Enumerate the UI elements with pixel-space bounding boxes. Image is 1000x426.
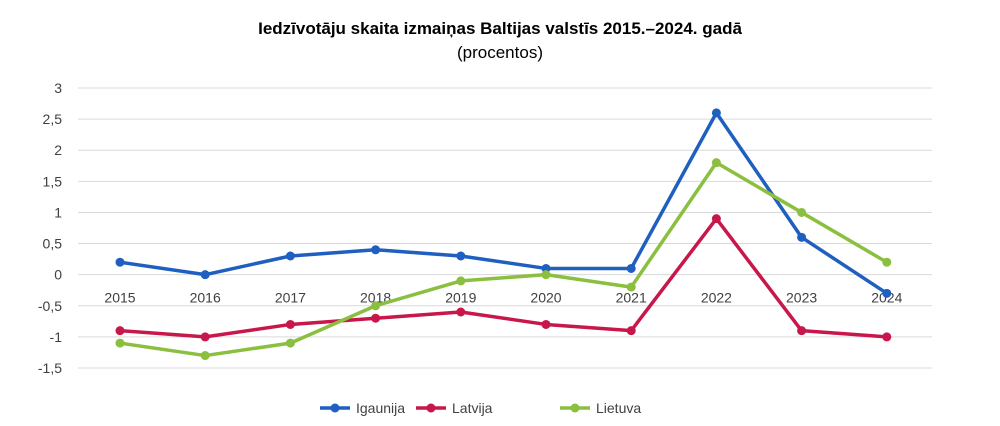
series-lines xyxy=(115,108,892,361)
legend-item-igaunija: Igaunija xyxy=(320,400,405,416)
chart-title: Iedzīvotāju skaita izmaiņas Baltijas val… xyxy=(258,19,742,38)
x-tick-label: 2023 xyxy=(786,290,817,306)
series-lietuva xyxy=(115,158,892,361)
x-axis-tick-labels: 2015201620172018201920202021202220232024 xyxy=(104,290,902,306)
data-point-lietuva xyxy=(285,338,295,348)
data-point-latvija xyxy=(200,332,210,342)
gridlines xyxy=(78,87,932,369)
data-point-latvija xyxy=(541,319,551,329)
legend-item-latvija: Latvija xyxy=(416,400,493,416)
y-tick-label: 3 xyxy=(54,80,62,96)
y-tick-label: -1 xyxy=(50,329,63,345)
data-point-igaunija xyxy=(285,251,295,261)
data-point-lietuva xyxy=(882,257,892,267)
data-point-latvija xyxy=(797,326,807,336)
series-line-latvija xyxy=(119,216,887,339)
legend-label: Latvija xyxy=(452,400,493,416)
y-tick-label: -1,5 xyxy=(38,360,62,376)
data-point-lietuva xyxy=(200,351,210,361)
legend-item-lietuva: Lietuva xyxy=(560,400,641,416)
x-tick-label: 2017 xyxy=(275,290,306,306)
data-point-igaunija xyxy=(541,263,551,273)
chart-subtitle: (procentos) xyxy=(457,43,543,62)
data-point-latvija xyxy=(711,214,721,224)
data-point-igaunija xyxy=(626,263,636,273)
legend: Igaunija Latvija Lietuva xyxy=(320,400,641,416)
y-tick-label: 0,5 xyxy=(43,236,63,252)
x-tick-label: 2021 xyxy=(616,290,647,306)
data-point-igaunija xyxy=(200,270,210,280)
data-point-igaunija xyxy=(711,108,721,118)
x-tick-label: 2022 xyxy=(701,290,732,306)
y-tick-label: -0,5 xyxy=(38,298,62,314)
data-point-lietuva xyxy=(711,158,721,168)
data-point-lietuva xyxy=(456,276,466,286)
legend-label: Lietuva xyxy=(596,400,641,416)
x-tick-label: 2019 xyxy=(445,290,476,306)
data-point-igaunija xyxy=(882,288,892,298)
legend-marker xyxy=(426,403,436,413)
data-point-latvija xyxy=(882,332,892,342)
data-point-latvija xyxy=(456,307,466,317)
data-point-igaunija xyxy=(371,245,381,255)
legend-marker xyxy=(330,403,340,413)
data-point-latvija xyxy=(371,313,381,323)
x-tick-label: 2020 xyxy=(530,290,561,306)
legend-marker xyxy=(570,403,580,413)
y-tick-label: 2 xyxy=(54,142,62,158)
series-igaunija xyxy=(115,108,892,298)
data-point-igaunija xyxy=(115,257,125,267)
data-point-latvija xyxy=(115,326,125,336)
series-line-igaunija xyxy=(119,111,888,295)
data-point-lietuva xyxy=(541,270,551,280)
data-point-igaunija xyxy=(797,232,807,242)
y-tick-label: 1,5 xyxy=(43,173,63,189)
data-point-latvija xyxy=(626,326,636,336)
y-tick-label: 2,5 xyxy=(43,111,63,127)
data-point-lietuva xyxy=(626,282,636,292)
legend-label: Igaunija xyxy=(356,400,405,416)
data-point-lietuva xyxy=(797,207,807,217)
data-point-latvija xyxy=(285,319,295,329)
y-tick-label: 0 xyxy=(54,267,62,283)
series-line-lietuva xyxy=(119,160,888,358)
data-point-igaunija xyxy=(456,251,466,261)
data-point-lietuva xyxy=(371,301,381,311)
data-point-lietuva xyxy=(115,338,125,348)
x-tick-label: 2016 xyxy=(190,290,221,306)
y-axis-tick-labels: 3 2,5 2 1,5 1 0,5 0 -0,5 -1 -1,5 xyxy=(38,80,62,376)
y-tick-label: 1 xyxy=(54,204,62,220)
x-tick-label: 2015 xyxy=(104,290,135,306)
series-latvija xyxy=(115,214,892,342)
